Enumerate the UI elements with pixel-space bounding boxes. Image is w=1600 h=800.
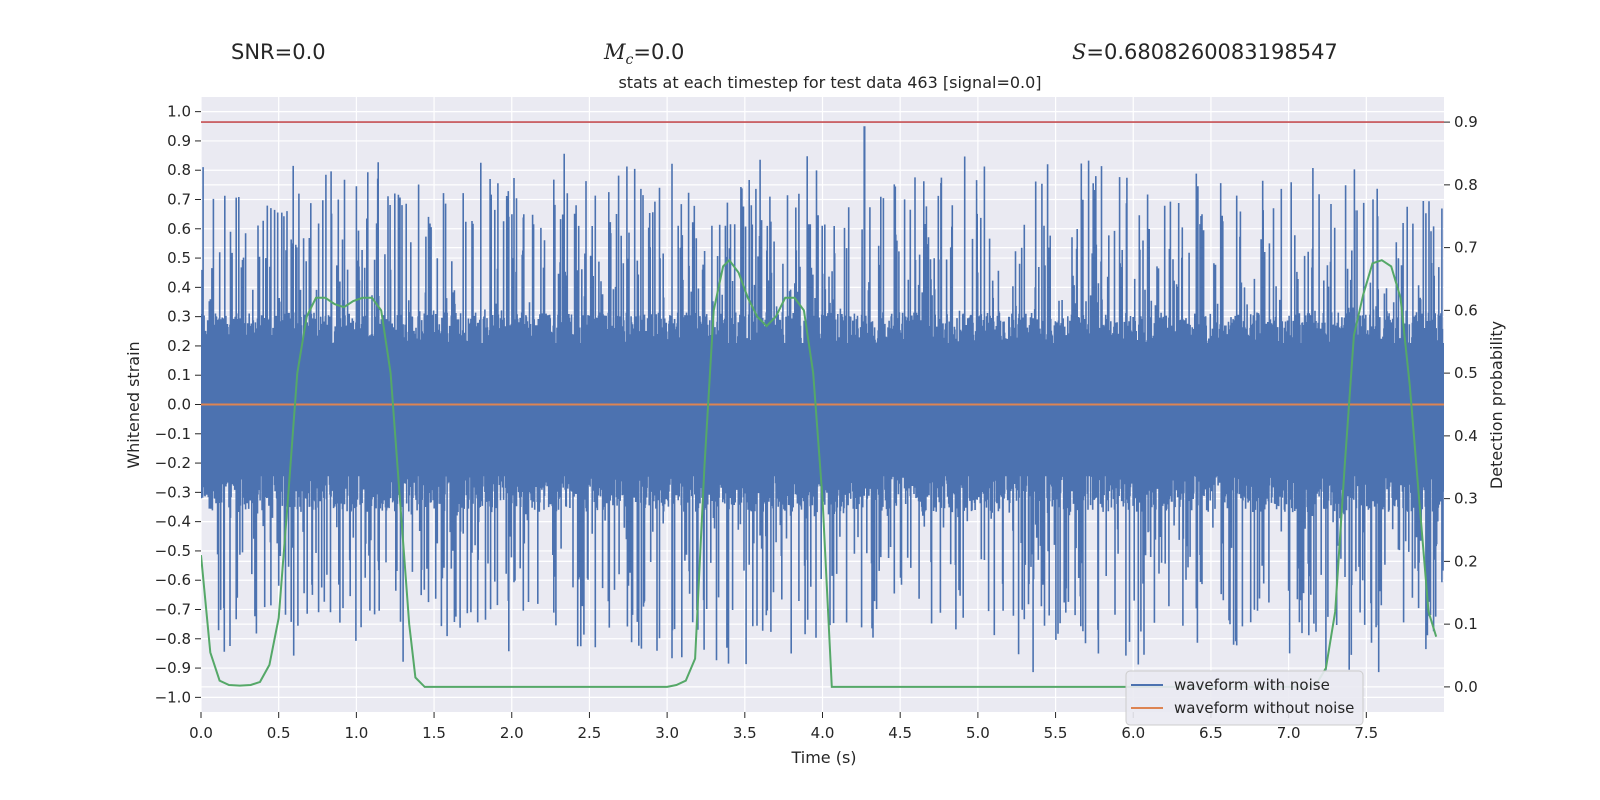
x-tick-label: 3.5 bbox=[733, 724, 757, 742]
chirp-mass-value: =0.0 bbox=[633, 40, 685, 64]
x-tick-label: 0.0 bbox=[189, 724, 213, 742]
x-tick-label: 0.5 bbox=[267, 724, 291, 742]
left-tick-label: 0.6 bbox=[167, 220, 191, 238]
s-stat: S=0.6808260083198547 bbox=[1072, 40, 1338, 64]
left-tick-label: −0.5 bbox=[155, 542, 191, 560]
x-tick-label: 4.0 bbox=[811, 724, 835, 742]
right-tick-label: 0.8 bbox=[1454, 176, 1478, 194]
right-axis-ticks: 0.9 0.8 0.7 0.6 0.5 0.4 0.3 0.2 0.1 0.0 bbox=[1444, 113, 1478, 696]
snr-value: =0.0 bbox=[274, 40, 326, 64]
x-tick-label: 1.5 bbox=[422, 724, 446, 742]
s-value: =0.6808260083198547 bbox=[1086, 40, 1338, 64]
s-symbol: S bbox=[1072, 40, 1087, 64]
x-tick-label: 5.5 bbox=[1044, 724, 1068, 742]
snr-symbol: SNR bbox=[231, 40, 275, 64]
series-detection-probability bbox=[201, 258, 1438, 688]
right-tick-label: 0.6 bbox=[1454, 301, 1478, 319]
left-tick-label: −0.2 bbox=[155, 454, 191, 472]
x-axis-ticks: 0.0 0.5 1.0 1.5 2.0 2.5 3.0 3.5 4.0 4.5 5.0 5.5 6.0 6… bbox=[189, 712, 1378, 742]
chirp-mass-symbol: M bbox=[604, 40, 626, 64]
left-tick-label: −1.0 bbox=[155, 688, 191, 706]
x-tick-label: 2.0 bbox=[500, 724, 524, 742]
x-tick-label: 3.0 bbox=[655, 724, 679, 742]
x-axis-label: Time (s) bbox=[790, 748, 856, 767]
right-tick-label: 0.0 bbox=[1454, 678, 1478, 696]
x-tick-label: 7.5 bbox=[1354, 724, 1378, 742]
right-axis-label: Detection probability bbox=[1487, 321, 1506, 489]
x-tick-label: 7.0 bbox=[1277, 724, 1301, 742]
left-axis-ticks: 1.0 0.9 0.8 0.7 0.6 0.5 0.4 0.3 0.2 0.1 0.0 −0.1 −0.… bbox=[155, 103, 201, 706]
noise-band bbox=[201, 343, 1444, 477]
x-tick-label: 6.5 bbox=[1199, 724, 1223, 742]
legend: waveform with noise waveform without noi… bbox=[1125, 670, 1364, 726]
legend-label-noisy: waveform with noise bbox=[1174, 676, 1330, 694]
legend-box bbox=[1125, 670, 1364, 726]
right-tick-label: 0.3 bbox=[1454, 490, 1478, 508]
x-tick-label: 2.5 bbox=[578, 724, 602, 742]
left-tick-label: −0.3 bbox=[155, 483, 191, 501]
chart-title: stats at each timestep for test data 463… bbox=[618, 73, 1041, 92]
chirp-mass-stat: Mc=0.0 bbox=[604, 40, 684, 68]
left-tick-label: 0.9 bbox=[167, 132, 191, 150]
left-tick-label: −0.8 bbox=[155, 630, 191, 648]
left-tick-label: 0.8 bbox=[167, 161, 191, 179]
left-tick-label: 0.3 bbox=[167, 308, 191, 326]
x-tick-label: 6.0 bbox=[1121, 724, 1145, 742]
right-tick-label: 0.9 bbox=[1454, 113, 1478, 131]
left-tick-label: 0.7 bbox=[167, 191, 191, 209]
legend-label-clean: waveform without noise bbox=[1174, 699, 1354, 717]
left-tick-label: 0.2 bbox=[167, 337, 191, 355]
left-tick-label: −0.6 bbox=[155, 571, 191, 589]
left-tick-label: 0.1 bbox=[167, 366, 191, 384]
x-tick-label: 5.0 bbox=[966, 724, 990, 742]
chirp-mass-subscript: c bbox=[625, 52, 634, 69]
left-tick-label: −0.4 bbox=[155, 513, 191, 531]
left-tick-label: 0.4 bbox=[167, 278, 191, 296]
left-tick-label: 0.0 bbox=[167, 396, 191, 414]
right-tick-label: 0.1 bbox=[1454, 615, 1478, 633]
right-tick-label: 0.7 bbox=[1454, 239, 1478, 257]
left-tick-label: 0.5 bbox=[167, 249, 191, 267]
left-tick-label: −0.1 bbox=[155, 425, 191, 443]
left-tick-label: 1.0 bbox=[167, 103, 191, 121]
x-tick-label: 1.0 bbox=[344, 724, 368, 742]
right-tick-label: 0.2 bbox=[1454, 552, 1478, 570]
right-tick-label: 0.4 bbox=[1454, 427, 1478, 445]
right-tick-label: 0.5 bbox=[1454, 364, 1478, 382]
left-axis-label: Whitened strain bbox=[124, 341, 143, 468]
left-tick-label: −0.9 bbox=[155, 659, 191, 677]
left-tick-label: −0.7 bbox=[155, 601, 191, 619]
x-tick-label: 4.5 bbox=[888, 724, 912, 742]
snr-stat: SNR=0.0 bbox=[231, 40, 326, 64]
